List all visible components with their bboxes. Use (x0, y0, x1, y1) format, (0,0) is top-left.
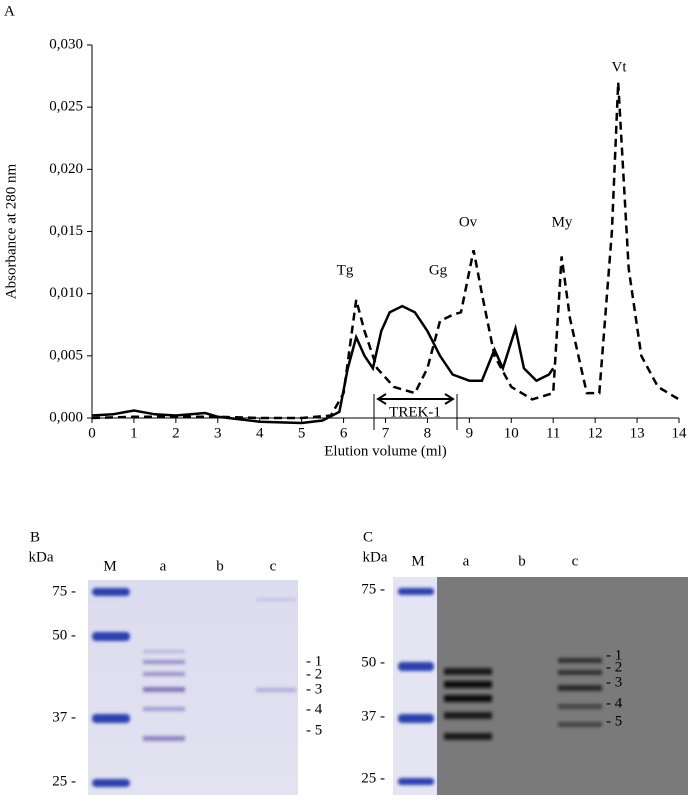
band-label: - 2 (606, 659, 622, 675)
x-tick-label: 0 (88, 425, 96, 441)
bracket-arrow (376, 393, 455, 405)
x-tick-label: 6 (340, 425, 348, 441)
peak-label: Tg (337, 262, 354, 278)
x-tick-label: 13 (630, 425, 645, 441)
peak-label: Vt (612, 59, 628, 75)
marker-label: 75 - (361, 581, 385, 597)
band-label: - 4 (606, 695, 623, 711)
marker-label: 37 - (52, 709, 76, 725)
series-line (91, 304, 555, 425)
y-tick-label: 0,015 (49, 223, 83, 239)
lane-label: M (103, 558, 116, 574)
marker-label: 37 - (361, 708, 385, 724)
band-label: - 2 (306, 666, 322, 682)
x-tick-label: 4 (256, 425, 264, 441)
gel-unit: kDa (363, 549, 388, 565)
x-tick-label: 8 (424, 425, 432, 441)
gel-panel-label: C (363, 529, 373, 545)
series-line (91, 82, 680, 420)
panel-label: A (4, 3, 15, 19)
band-label: - 1 (306, 653, 322, 669)
x-axis-label: Elution volume (ml) (324, 443, 446, 459)
x-tick-label: 1 (130, 425, 138, 441)
marker-label: 50 - (52, 627, 76, 643)
marker-label: 50 - (361, 654, 385, 670)
bracket-label: TREK-1 (389, 404, 441, 420)
marker-label: 75 - (52, 583, 76, 599)
lane-label: b (216, 558, 224, 574)
y-axis-label: Absorbance at 280 nm (3, 163, 19, 299)
band-label: - 3 (606, 674, 622, 690)
y-tick-label: 0,010 (49, 285, 83, 301)
peak-label: My (552, 214, 573, 230)
x-tick-label: 2 (172, 425, 180, 441)
band-label: - 5 (306, 722, 322, 738)
lane-label: c (572, 553, 579, 569)
y-tick-label: 0,025 (49, 99, 83, 115)
lane-label: M (411, 553, 424, 569)
gel-c-marker-strip (393, 577, 437, 795)
x-tick-label: 9 (466, 425, 474, 441)
gel-bands (92, 588, 602, 787)
y-tick-label: 0,030 (49, 36, 83, 52)
y-tick-label: 0,020 (49, 161, 83, 177)
marker-label: 25 - (52, 773, 76, 789)
peak-label: Gg (429, 262, 448, 278)
x-tick-label: 11 (546, 425, 560, 441)
gel-unit: kDa (29, 549, 54, 565)
lane-label: b (518, 553, 526, 569)
y-tick-label: 0,000 (49, 409, 83, 425)
band-label: - 3 (306, 681, 322, 697)
x-tick-label: 7 (382, 425, 390, 441)
x-tick-label: 5 (298, 425, 306, 441)
x-tick-label: 3 (214, 425, 222, 441)
marker-label: 25 - (361, 770, 385, 786)
lane-label: a (160, 558, 167, 574)
y-tick-label: 0,005 (49, 347, 83, 363)
gel-b-image (88, 580, 298, 795)
lane-label: c (270, 558, 277, 574)
gel-panel-label: B (30, 529, 40, 545)
band-label: - 5 (606, 713, 622, 729)
peak-label: Ov (459, 214, 478, 230)
band-label: - 1 (606, 647, 622, 663)
x-tick-label: 12 (588, 425, 603, 441)
lane-label: a (463, 553, 470, 569)
x-tick-label: 14 (672, 425, 688, 441)
band-label: - 4 (306, 701, 323, 717)
x-tick-label: 10 (504, 425, 519, 441)
